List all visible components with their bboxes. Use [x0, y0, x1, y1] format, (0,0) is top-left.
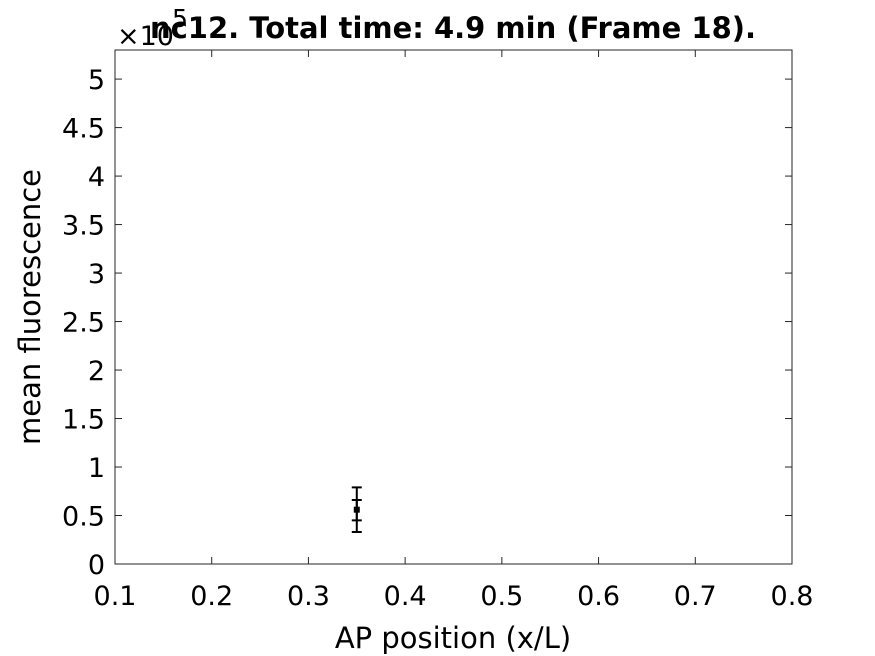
- y-tick-label: 5: [88, 65, 105, 96]
- y-tick-label: 3: [88, 259, 105, 290]
- x-tick-label: 0.5: [480, 581, 523, 612]
- y-tick-label: 2.5: [62, 308, 105, 339]
- y-tick-label: 2: [88, 356, 105, 387]
- chart-title: nc12. Total time: 4.9 min (Frame 18).: [150, 11, 756, 45]
- marks-layer: [351, 486, 362, 533]
- y-axis-label: mean fluorescence: [13, 169, 47, 445]
- x-tick-label: 0.7: [674, 581, 717, 612]
- y-tick-label: 4.5: [62, 114, 105, 145]
- plot-area: [114, 49, 793, 565]
- y-tick-label: 3.5: [62, 211, 105, 242]
- x-axis-label: AP position (x/L): [335, 621, 571, 655]
- y-tick-label: 0.5: [62, 502, 105, 533]
- y-multiplier-exponent: 5: [172, 4, 188, 33]
- x-tick-label: 0.3: [287, 581, 330, 612]
- x-tick-label: 0.1: [94, 581, 137, 612]
- data-point: [353, 506, 360, 513]
- y-tick-label: 0: [88, 550, 105, 581]
- x-tick-label: 0.8: [771, 581, 814, 612]
- y-tick-label: 1.5: [62, 405, 105, 436]
- x-tick-label: 0.6: [577, 581, 620, 612]
- x-tick-label: 0.2: [190, 581, 233, 612]
- y-multiplier-base: ×10: [117, 21, 174, 52]
- y-tick-label: 1: [88, 453, 105, 484]
- x-tick-label: 0.4: [384, 581, 427, 612]
- y-tick-label: 4: [88, 162, 105, 193]
- ticks-layer: 0.1 0.2 0.3 0.4 0.5 0.6 0.7 0.8 0 0.5 1 1.5 2 2.5 3 3.5…: [62, 50, 813, 612]
